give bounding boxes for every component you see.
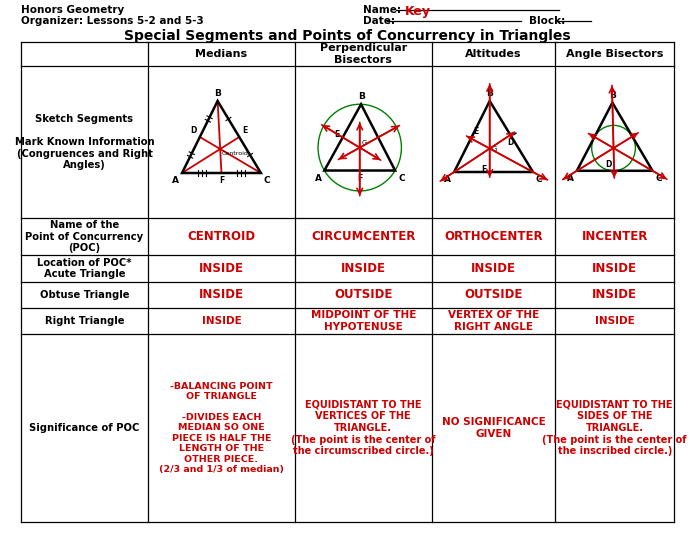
Text: B: B — [214, 89, 221, 98]
Text: B: B — [486, 89, 493, 98]
Text: Centroid: Centroid — [222, 151, 249, 156]
Text: F: F — [357, 173, 363, 183]
Text: Name:: Name: — [363, 5, 401, 15]
Text: NO SIGNIFICANCE
GIVEN: NO SIGNIFICANCE GIVEN — [442, 417, 545, 439]
Text: E: E — [335, 130, 339, 139]
Text: INSIDE: INSIDE — [341, 262, 386, 275]
Text: INSIDE: INSIDE — [592, 262, 637, 275]
Text: Block:: Block: — [529, 16, 566, 26]
Text: CIRCUMCENTER: CIRCUMCENTER — [311, 230, 416, 243]
Text: G: G — [491, 146, 497, 152]
Text: MIDPOINT OF THE
HYPOTENUSE: MIDPOINT OF THE HYPOTENUSE — [311, 310, 416, 332]
Text: B: B — [358, 92, 365, 102]
Text: INSIDE: INSIDE — [471, 262, 516, 275]
Text: INSIDE: INSIDE — [595, 316, 635, 326]
Text: F: F — [219, 176, 224, 185]
Text: -BALANCING POINT
OF TRIANGLE

-DIVIDES EACH
MEDIAN SO ONE
PIECE IS HALF THE
LENG: -BALANCING POINT OF TRIANGLE -DIVIDES EA… — [159, 382, 284, 474]
Text: A: A — [567, 174, 574, 183]
Text: CENTROID: CENTROID — [188, 230, 256, 243]
Text: Significance of POC: Significance of POC — [29, 423, 139, 433]
Text: INSIDE: INSIDE — [202, 316, 242, 326]
Text: EQUIDISTANT TO THE
VERTICES OF THE
TRIANGLE.
(The point is the center of
the cir: EQUIDISTANT TO THE VERTICES OF THE TRIAN… — [291, 400, 435, 456]
Text: Right Triangle: Right Triangle — [45, 316, 124, 326]
Text: Medians: Medians — [195, 49, 248, 59]
Text: C: C — [398, 173, 405, 183]
Text: ORTHOCENTER: ORTHOCENTER — [444, 230, 543, 243]
Text: E: E — [242, 126, 247, 135]
Text: C: C — [655, 174, 662, 183]
Text: F: F — [482, 165, 486, 174]
Text: D: D — [605, 160, 611, 169]
Text: D: D — [190, 126, 197, 135]
Text: Honors Geometry: Honors Geometry — [20, 5, 124, 15]
Text: Sketch Segments

Mark Known Information
(Congruences and Right
Angles): Sketch Segments Mark Known Information (… — [15, 114, 154, 170]
Text: INCENTER: INCENTER — [582, 230, 648, 243]
Text: A: A — [314, 173, 321, 183]
Text: Name of the
Point of Concurrency
(POC): Name of the Point of Concurrency (POC) — [25, 220, 143, 253]
Text: D: D — [508, 138, 514, 147]
Text: Date:: Date: — [363, 16, 395, 26]
Text: Key: Key — [405, 5, 431, 18]
Text: C: C — [536, 175, 542, 184]
Text: E: E — [473, 127, 478, 137]
Text: EQUIDISTANT TO THE
SIDES OF THE
TRIANGLE.
(The point is the center of
the inscri: EQUIDISTANT TO THE SIDES OF THE TRIANGLE… — [542, 400, 687, 456]
Text: INSIDE: INSIDE — [199, 288, 244, 301]
Text: Angle Bisectors: Angle Bisectors — [566, 49, 664, 59]
Text: OUTSIDE: OUTSIDE — [334, 288, 393, 301]
Text: Obtuse Triangle: Obtuse Triangle — [40, 290, 130, 300]
Text: INSIDE: INSIDE — [199, 262, 244, 275]
Text: Altitudes: Altitudes — [466, 49, 522, 59]
Text: Perpendicular
Bisectors: Perpendicular Bisectors — [320, 43, 407, 65]
Text: OUTSIDE: OUTSIDE — [464, 288, 523, 301]
Text: A: A — [444, 175, 452, 184]
Text: VERTEX OF THE
RIGHT ANGLE: VERTEX OF THE RIGHT ANGLE — [448, 310, 539, 332]
Text: Location of POC*
Acute Triangle: Location of POC* Acute Triangle — [37, 258, 132, 279]
Text: C: C — [264, 176, 270, 185]
Text: Special Segments and Points of Concurrency in Triangles: Special Segments and Points of Concurren… — [124, 29, 570, 43]
Text: A: A — [172, 176, 179, 185]
Text: INSIDE: INSIDE — [592, 288, 637, 301]
Text: G: G — [362, 140, 367, 146]
Text: Organizer: Lessons 5-2 and 5-3: Organizer: Lessons 5-2 and 5-3 — [20, 16, 203, 26]
Text: B: B — [609, 91, 616, 100]
